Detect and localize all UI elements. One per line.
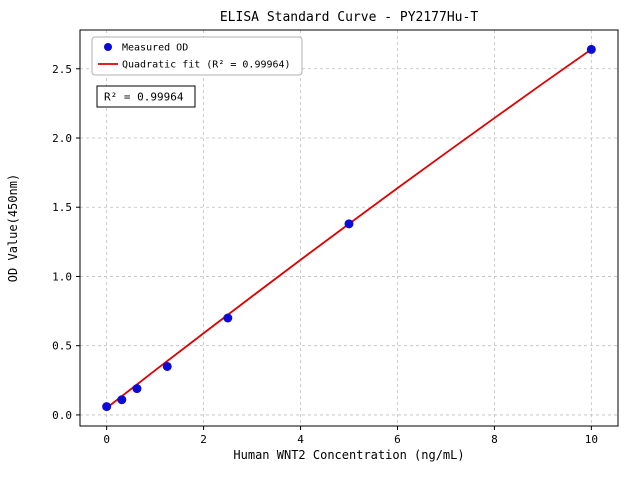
chart-title: ELISA Standard Curve - PY2177Hu-T [220, 10, 478, 25]
data-point [117, 395, 127, 405]
legend-label-quadratic-fit: Quadratic fit (R² = 0.99964) [122, 60, 291, 71]
r-squared-box [96, 85, 196, 108]
y-tick-label: 0.5 [52, 340, 72, 353]
legend-marker-measured-od [104, 43, 112, 51]
legend-label-measured-od: Measured OD [122, 43, 188, 54]
data-point [132, 384, 142, 394]
y-tick-label: 1.0 [52, 270, 72, 283]
data-point [586, 44, 596, 54]
x-tick-label: 6 [394, 433, 401, 446]
data-point [223, 313, 233, 323]
y-tick-label: 0.0 [52, 409, 72, 422]
y-tick-label: 1.5 [52, 201, 72, 214]
data-point [344, 219, 354, 229]
y-axis-label: OD Value(450nm) [6, 174, 20, 282]
plot-border [79, 29, 619, 427]
x-tick-label: 2 [200, 433, 207, 446]
y-tick-label: 2.0 [52, 132, 72, 145]
y-tick-label: 2.5 [52, 63, 72, 76]
x-axis-label: Human WNT2 Concentration (ng/mL) [233, 448, 464, 462]
x-tick-label: 0 [103, 433, 110, 446]
x-tick-label: 8 [491, 433, 498, 446]
data-point [102, 402, 112, 412]
x-tick-label: 4 [297, 433, 304, 446]
legend-box [91, 36, 303, 76]
x-tick-label: 10 [585, 433, 598, 446]
data-point [162, 361, 172, 371]
r-squared-text: R² = 0.99964 [104, 91, 184, 104]
